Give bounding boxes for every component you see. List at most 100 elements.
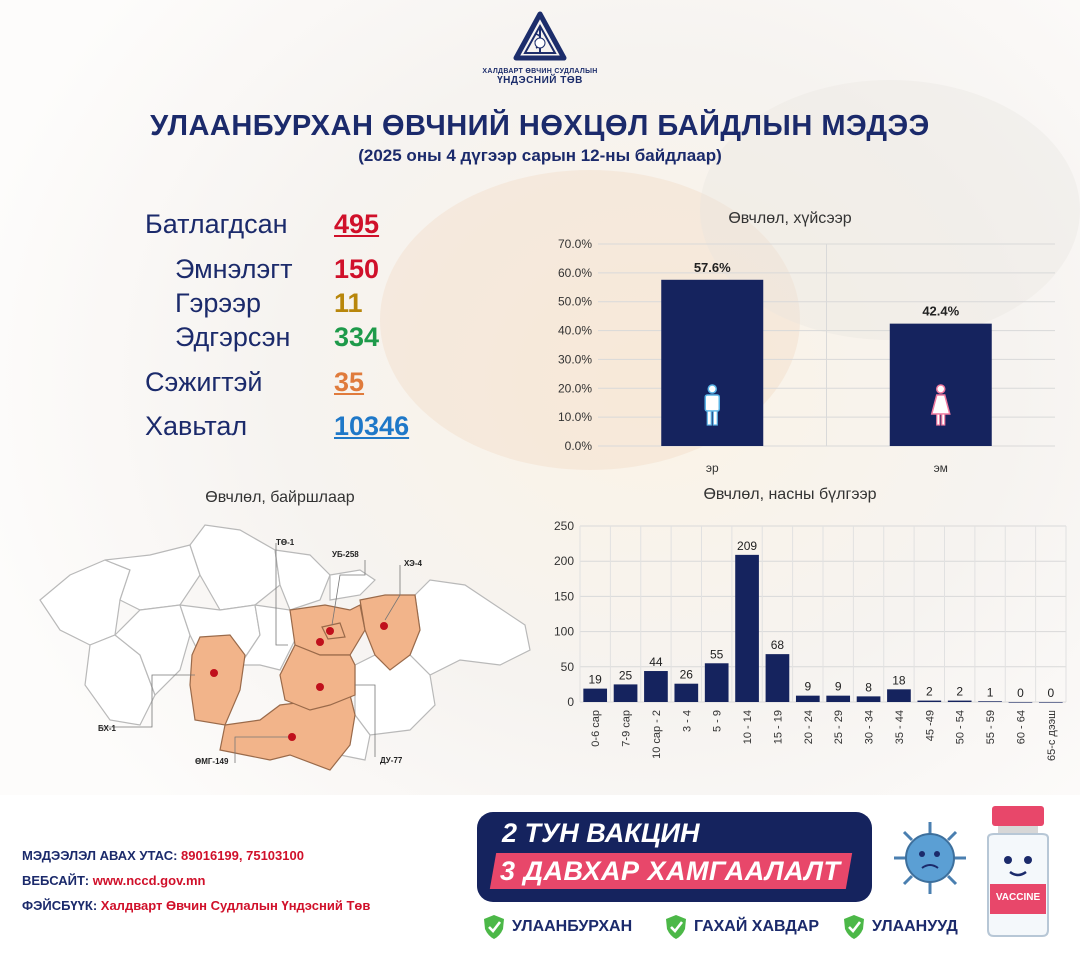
data-label: 25 <box>619 668 633 682</box>
x-tick-label: эр <box>706 461 719 475</box>
y-tick-label: 250 <box>554 519 574 533</box>
x-tick-label: 7-9 сар <box>621 710 633 747</box>
x-tick-label: 50 - 54 <box>955 710 967 744</box>
phone-value: 89016199, 75103100 <box>181 848 304 863</box>
data-label: 2 <box>956 685 963 699</box>
shield-check-icon <box>484 915 504 939</box>
map-label: ӨМГ-149 <box>195 757 229 766</box>
y-tick-label: 50 <box>561 660 575 674</box>
bar <box>735 554 759 702</box>
x-tick-label: 20 - 24 <box>803 710 815 744</box>
facebook-value: Халдварт Өвчин Судлалын Үндэсний Төв <box>100 898 371 913</box>
disease-label: УЛААНУУД <box>872 918 958 935</box>
x-tick-label: 45 -49 <box>924 710 936 741</box>
map-label: ДУ-77 <box>380 756 403 765</box>
gender-chart-title: Өвчлөл, хүйсээр <box>728 210 852 227</box>
bar <box>765 654 790 702</box>
label-leader-line <box>275 543 288 646</box>
phone-line: МЭДЭЭЛЭЛ АВАХ УТАС: 89016199, 75103100 <box>22 848 304 863</box>
vaccine-line-2: 3 ДАВХАР ХАМГААЛАЛТ <box>500 856 841 886</box>
x-tick-label: 3 - 4 <box>681 710 693 732</box>
phone-label: МЭДЭЭЛЭЛ АВАХ УТАС: <box>22 848 178 863</box>
hospital-label: Эмнэлэгт <box>175 254 293 284</box>
home-value: 11 <box>334 288 363 318</box>
x-tick-label: 10 - 14 <box>742 710 754 744</box>
data-label: 2 <box>926 685 933 699</box>
data-label: 18 <box>892 673 906 687</box>
virus-mascot-icon <box>894 822 966 894</box>
data-label: 1 <box>987 685 994 699</box>
shield-check-icon <box>666 915 686 939</box>
y-tick-label: 0 <box>567 695 574 709</box>
page-title: УЛААНБУРХАН ӨВЧНИЙ НӨХЦӨЛ БАЙДЛЫН МЭДЭЭ <box>150 110 930 142</box>
aimag-region <box>39 559 131 646</box>
map-label: БХ-1 <box>98 724 117 733</box>
disease-item: УЛААНБУРХАН <box>482 912 632 942</box>
x-tick-label: 15 - 19 <box>772 710 784 744</box>
female-icon <box>930 384 951 426</box>
male-icon <box>704 384 720 426</box>
facebook-line: ФЭЙСБҮҮК: Халдварт Өвчин Судлалын Үндэсн… <box>22 898 370 913</box>
y-tick-label: 70.0% <box>558 237 592 251</box>
disease-label: УЛААНБУРХАН <box>512 918 633 935</box>
suspected-label: Сэжигтэй <box>145 367 263 397</box>
label-leader-line <box>331 560 366 626</box>
confirmed-value: 495 <box>334 209 380 239</box>
bar <box>613 684 638 702</box>
x-tick-label: 25 - 29 <box>833 710 845 744</box>
bar <box>795 695 820 702</box>
data-label: 0 <box>1017 686 1024 700</box>
contacts-label: Хавьтал <box>145 411 248 441</box>
gender-chart: 0.0% 10.0% 20.0% 30.0% 40.0% 50.0% 60.0% 70.0% 5… <box>558 237 1055 475</box>
bar <box>583 688 608 702</box>
label-leader-line <box>384 565 401 621</box>
data-label: 26 <box>680 668 694 682</box>
disease-item: УЛААНУУД <box>842 912 958 942</box>
mongolia-map: ТӨ-1 УБ-258 ХЭ-4 БХ-1 ӨМГ-149 ДУ-77 <box>39 524 531 771</box>
data-label: 19 <box>589 673 603 687</box>
contacts-value: 10346 <box>334 411 410 441</box>
data-label: 9 <box>835 680 842 694</box>
map-title: Өвчлөл, байршлаар <box>205 489 355 506</box>
vaccine-bottle-label: VACCINE <box>995 892 1041 903</box>
home-label: Гэрээр <box>175 288 261 318</box>
hospital-value: 150 <box>334 254 380 284</box>
bar <box>674 683 699 702</box>
bar <box>826 695 851 702</box>
logo-org-small: ХАЛДВАРТ ӨВЧИН СУДЛАЛЫН <box>482 68 598 75</box>
bar <box>887 689 911 702</box>
label-leader-line <box>234 736 288 763</box>
vaccine-line-1: 2 ТУН ВАКЦИН <box>502 818 700 848</box>
bar <box>661 279 764 446</box>
web-label: ВЕБСАЙТ: <box>22 873 90 888</box>
x-tick-label: 30 - 34 <box>864 710 876 744</box>
y-tick-label: 30.0% <box>558 352 592 366</box>
highlighted-aimag <box>189 634 246 726</box>
label-leader-line <box>100 674 195 728</box>
web-line: ВЕБСАЙТ: www.nccd.gov.mn <box>22 873 205 888</box>
logo-org-big: ҮНДЭСНИЙ ТӨВ <box>497 75 583 86</box>
aimag-region <box>114 604 191 697</box>
data-label: 55 <box>710 647 724 661</box>
y-tick-label: 100 <box>554 625 574 639</box>
y-tick-label: 60.0% <box>558 266 592 280</box>
recovered-label: Эдгэрсэн <box>175 322 291 352</box>
disease-item: ГАХАЙ ХАВДАР <box>664 912 819 942</box>
data-label: 8 <box>865 680 872 694</box>
aimag-region <box>274 549 331 611</box>
case-dot <box>380 622 388 630</box>
data-label: 42.4% <box>922 304 959 319</box>
data-label: 57.6% <box>694 260 731 275</box>
y-tick-label: 50.0% <box>558 295 592 309</box>
bar <box>1008 702 1033 703</box>
y-tick-label: 10.0% <box>558 410 592 424</box>
shield-check-icon <box>844 915 864 939</box>
bar <box>856 696 881 702</box>
bar <box>917 700 942 702</box>
y-tick-label: 20.0% <box>558 381 592 395</box>
map-label: ТӨ-1 <box>276 538 295 547</box>
logo: ХАЛДВАРТ ӨВЧИН СУДЛАЛЫН ҮНДЭСНИЙ ТӨВ <box>470 10 610 86</box>
bar <box>704 663 729 702</box>
recovered-value: 334 <box>334 322 380 352</box>
case-dot <box>326 627 334 635</box>
